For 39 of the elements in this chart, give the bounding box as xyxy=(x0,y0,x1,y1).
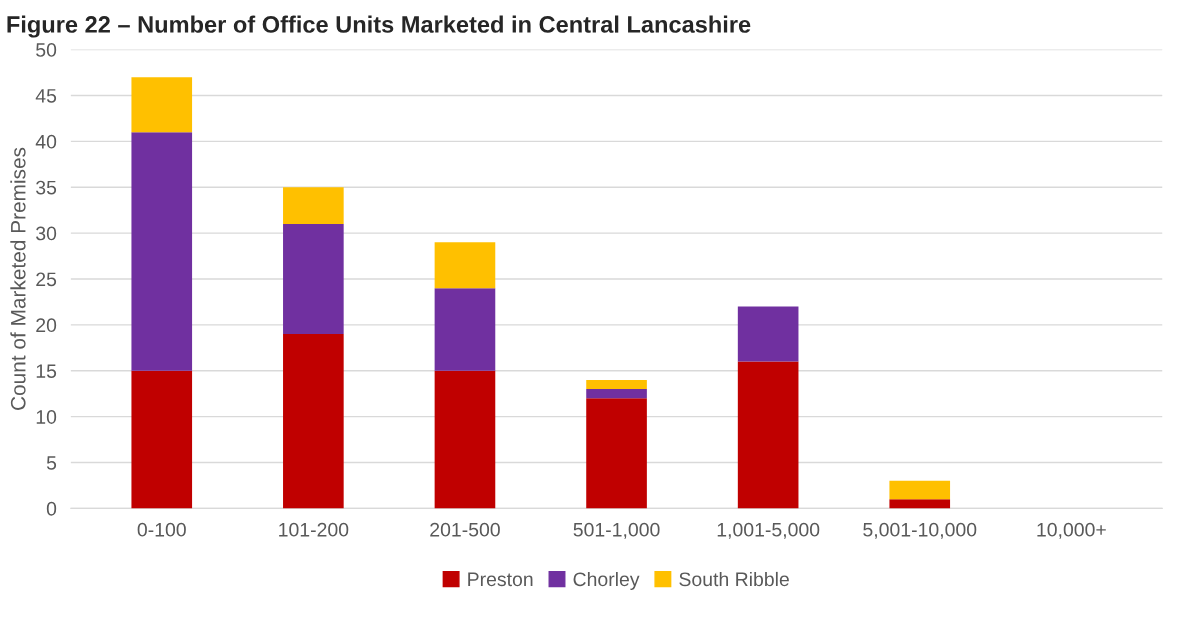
bar xyxy=(131,370,193,509)
x-tick-label: 1,001-5,000 xyxy=(717,522,820,539)
legend-label: South Ribble xyxy=(679,571,789,587)
bar xyxy=(586,389,647,399)
chart-title: Figure 22 – Number of Office Units Marketed in Central Lancashire xyxy=(7,15,751,38)
x-tick-label: 101-200 xyxy=(279,522,349,537)
y-tick-label: 10 xyxy=(36,410,57,424)
bar xyxy=(283,187,344,224)
bar xyxy=(434,242,496,289)
y-axis-title: Count of Marketed Premises xyxy=(10,147,26,410)
bar xyxy=(737,306,799,362)
y-tick-label: 50 xyxy=(36,43,57,57)
y-tick-label: 40 xyxy=(35,134,57,149)
bar xyxy=(889,480,951,500)
x-tick-label: 501-1,000 xyxy=(573,522,660,539)
bar xyxy=(889,499,951,509)
bar xyxy=(737,361,799,509)
y-tick-label: 25 xyxy=(36,272,57,287)
x-tick-label: 201-500 xyxy=(430,522,500,537)
x-tick-label: 0-100 xyxy=(137,522,186,537)
y-tick-label: 0 xyxy=(46,501,57,516)
bar xyxy=(434,370,496,509)
bar xyxy=(131,77,193,133)
y-tick-label: 30 xyxy=(36,226,57,241)
bar xyxy=(283,334,344,509)
legend-label: Chorley xyxy=(573,571,640,591)
y-tick-label: 5 xyxy=(46,456,57,470)
bar xyxy=(586,398,647,509)
legend-label: Preston xyxy=(468,572,533,587)
bar xyxy=(131,132,193,371)
y-tick-label: 45 xyxy=(35,89,57,103)
y-tick-label: 35 xyxy=(36,180,57,195)
y-tick-label: 15 xyxy=(36,364,57,378)
x-tick-label: 10,000+ xyxy=(1037,522,1106,539)
bar xyxy=(434,288,496,371)
bar xyxy=(586,379,647,390)
bar xyxy=(283,223,344,335)
y-tick-label: 20 xyxy=(36,318,57,333)
x-tick-label: 5,001-10,000 xyxy=(863,522,977,539)
